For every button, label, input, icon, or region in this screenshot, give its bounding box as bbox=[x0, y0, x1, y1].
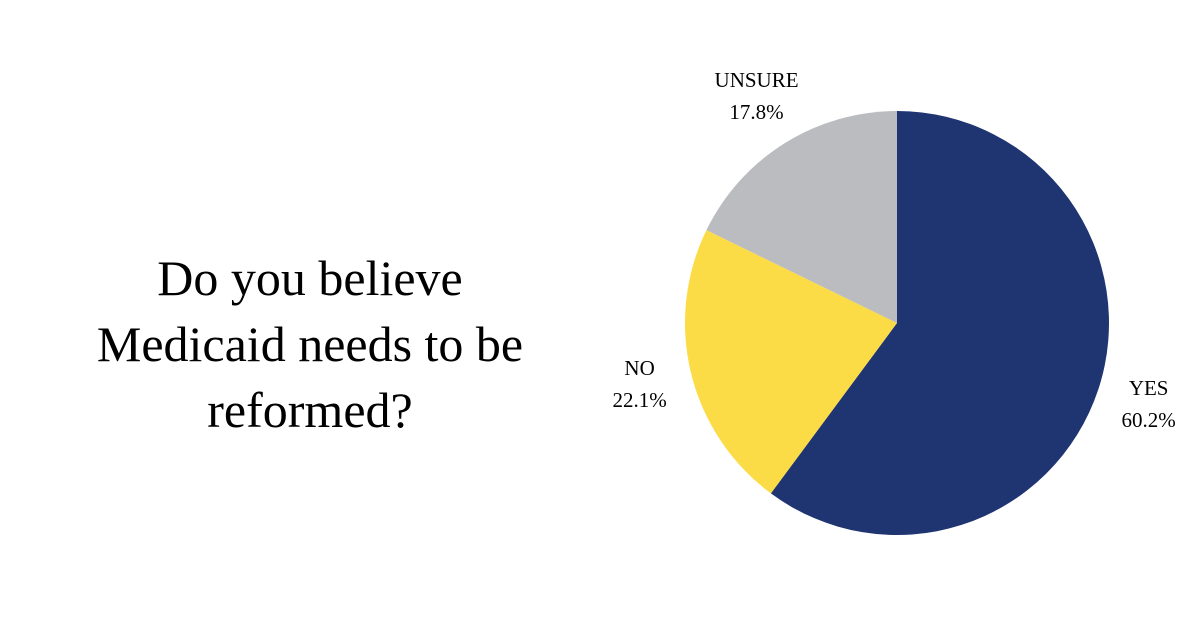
pie-slice bbox=[685, 230, 897, 494]
slice-value-label: 22.1% bbox=[612, 388, 666, 412]
pie-slice bbox=[770, 111, 1109, 535]
slice-label: YES bbox=[1129, 376, 1169, 400]
slice-label: UNSURE bbox=[715, 68, 799, 92]
chart-title: Do you believe Medicaid needs to be refo… bbox=[96, 250, 524, 438]
slice-label: NO bbox=[624, 356, 654, 380]
slice-value-label: 60.2% bbox=[1122, 408, 1176, 432]
slice-value-label: 17.8% bbox=[729, 100, 783, 124]
pie-slice bbox=[706, 111, 897, 323]
